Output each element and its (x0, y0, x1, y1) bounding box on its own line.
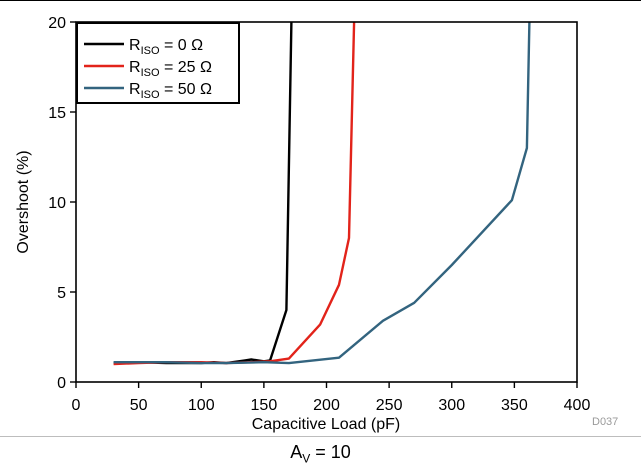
legend-label-2: RISO = 50 Ω (129, 81, 212, 101)
top-rule (0, 0, 641, 1)
x-tick-label: 200 (313, 397, 340, 414)
caption-rest: = 10 (310, 442, 351, 462)
legend-label-1: RISO = 25 Ω (129, 59, 212, 79)
figure-caption: AV = 10 (0, 442, 641, 466)
bottom-rule (0, 436, 641, 437)
figure-id: D037 (592, 416, 619, 428)
caption-main: A (290, 442, 303, 462)
x-tick-label: 50 (130, 397, 148, 414)
y-axis-label: Overshoot (%) (15, 150, 32, 253)
x-tick-label: 300 (438, 397, 465, 414)
x-tick-label: 0 (72, 397, 81, 414)
legend-box (76, 22, 240, 104)
x-tick-label: 250 (376, 397, 403, 414)
y-tick-label: 15 (48, 105, 66, 122)
y-tick-label: 0 (57, 375, 66, 392)
axes-layer: 0 50 100 150 200 250 300 350 400 0 5 10 15 20 (48, 15, 590, 414)
legend-label-0: RISO = 0 Ω (129, 37, 203, 57)
caption-subscript: V (302, 451, 311, 466)
series-layer (113, 22, 531, 366)
overshoot-chart: 0 50 100 150 200 250 300 350 400 0 5 10 15 20 Capacit… (15, 15, 590, 433)
y-tick-label: 5 (57, 285, 66, 302)
y-tick-label: 10 (48, 195, 66, 212)
x-tick-label: 400 (564, 397, 591, 414)
series-line-2 (113, 22, 531, 365)
x-tick-label: 100 (188, 397, 215, 414)
x-axis-label: Capacitive Load (pF) (252, 416, 401, 433)
x-tick-label: 150 (251, 397, 278, 414)
x-tick-label: 350 (501, 397, 528, 414)
y-tick-label: 20 (48, 15, 66, 32)
